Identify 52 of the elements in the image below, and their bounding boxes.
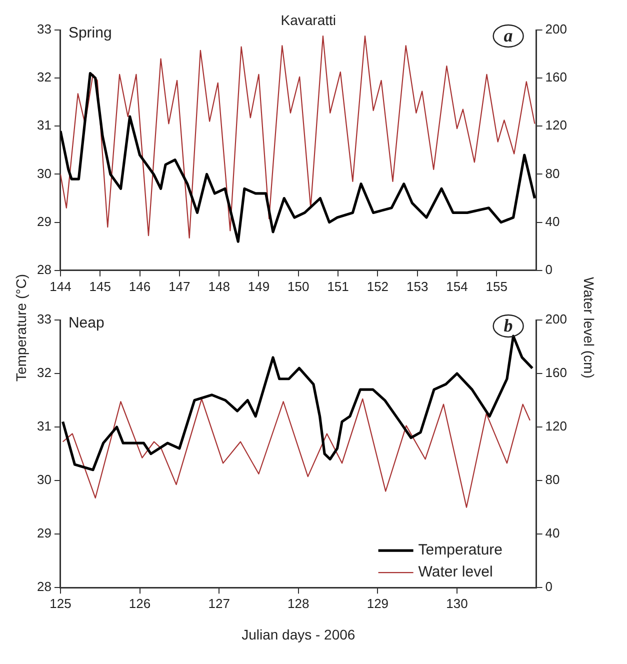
y2-tick-label: 0 — [545, 579, 553, 594]
x-tick-label: 129 — [366, 596, 389, 611]
y-tick-label: 31 — [36, 118, 52, 133]
annotation: Neap — [68, 314, 104, 332]
y-tick-label: 28 — [36, 579, 52, 594]
chart-title: Kavaratti — [280, 12, 336, 28]
y-axis-title: Temperature (°C) — [13, 274, 29, 382]
y2-tick-label: 40 — [545, 214, 560, 229]
y-tick-label: 30 — [36, 472, 52, 488]
x-tick-label: 148 — [208, 278, 230, 294]
legend-label: Temperature — [418, 542, 503, 559]
y2-tick-label: 120 — [545, 118, 568, 133]
x-tick-label: 125 — [50, 596, 72, 611]
y2-tick-label: 200 — [545, 22, 568, 37]
y2-tick-label: 160 — [545, 365, 568, 380]
x-tick-label: 149 — [248, 278, 270, 294]
annotation: a — [504, 26, 513, 46]
x-tick-label: 147 — [168, 278, 190, 294]
x-tick-label: 152 — [366, 278, 389, 294]
annotation: Spring — [68, 24, 112, 42]
y-tick-label: 32 — [36, 70, 52, 85]
y2-tick-label: 200 — [545, 312, 568, 327]
x-tick-label: 150 — [288, 278, 310, 294]
x-tick-label: 151 — [327, 278, 349, 294]
x-tick-label: 130 — [446, 596, 468, 611]
y-tick-label: 28 — [36, 262, 52, 277]
y2-tick-label: 80 — [545, 472, 560, 488]
x-tick-label: 154 — [446, 278, 468, 294]
x-tick-label: 155 — [486, 278, 508, 294]
y-tick-label: 30 — [36, 166, 52, 181]
legend-label: Water level — [418, 564, 493, 581]
y2-tick-label: 120 — [545, 418, 568, 434]
y-tick-label: 31 — [36, 418, 52, 434]
y-tick-label: 29 — [36, 526, 52, 541]
y-tick-label: 32 — [36, 365, 52, 380]
y2-tick-label: 0 — [545, 262, 553, 277]
x-axis-title: Julian days - 2006 — [242, 626, 356, 642]
x-tick-label: 146 — [128, 278, 151, 294]
y-tick-label: 33 — [36, 22, 52, 37]
x-tick-label: 126 — [128, 596, 151, 611]
x-tick-label: 145 — [89, 278, 111, 294]
y2-tick-label: 40 — [545, 526, 560, 541]
annotation: b — [504, 316, 513, 336]
y-tick-label: 33 — [36, 312, 52, 327]
y2-tick-label: 80 — [545, 166, 560, 181]
x-tick-label: 144 — [50, 278, 72, 294]
x-tick-label: 127 — [208, 596, 230, 611]
y-tick-label: 29 — [36, 214, 52, 229]
x-tick-label: 153 — [406, 278, 428, 294]
y2-axis-title: Water level (cm) — [581, 277, 597, 379]
y2-tick-label: 160 — [545, 70, 568, 85]
x-tick-label: 128 — [288, 596, 310, 611]
